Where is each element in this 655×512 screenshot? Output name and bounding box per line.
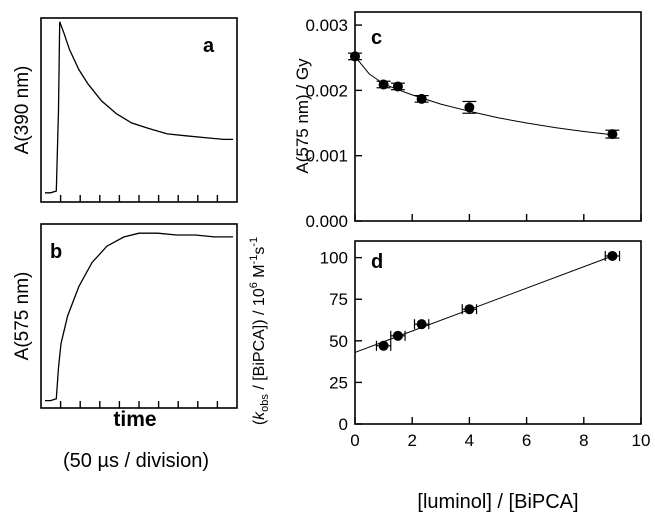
panel-d-point — [379, 341, 389, 351]
panel-b-ylabel: A(575 nm) — [12, 272, 33, 361]
panel-d-xtick-label: 4 — [465, 431, 474, 450]
panel-a-ylabel: A(390 nm) — [12, 66, 33, 155]
panel-c-point — [464, 102, 474, 112]
panel-b-letter: b — [50, 241, 62, 263]
panel-c-ytick-label: 0.003 — [305, 16, 348, 35]
panel-d-point — [393, 331, 403, 341]
panel-b-xnote: (50 µs / division) — [63, 450, 209, 472]
panel-d-xtick-label: 8 — [579, 431, 588, 450]
panel-a-trace: a A(390 nm) — [12, 18, 237, 202]
panel-b-trace: b A(575 nm) time (50 µs / division) — [12, 224, 237, 472]
panel-d-ytick-label: 100 — [320, 249, 348, 268]
panel-d-point — [417, 319, 427, 329]
panel-c-frame — [355, 12, 641, 221]
panel-d-ylabel: (kobs / [BiPCA]) / 106 M-1s-1 — [248, 237, 271, 425]
panel-d-ytick-label: 50 — [329, 332, 348, 351]
panel-c-point — [379, 79, 389, 89]
panel-d-xtick-label: 10 — [632, 431, 651, 450]
panel-c-ytick-label: 0.000 — [305, 212, 348, 231]
panel-d-point — [607, 251, 617, 261]
panel-d-xtick-label: 2 — [407, 431, 416, 450]
panel-c-point — [393, 81, 403, 91]
panel-b-curve — [45, 233, 233, 400]
panel-c-point — [607, 129, 617, 139]
panel-c-point — [350, 51, 360, 61]
panel-b-xlabel: time — [113, 408, 156, 431]
panel-d-xlabel: [luminol] / [BiPCA] — [417, 491, 578, 512]
panel-b-frame — [41, 224, 237, 408]
panel-c-letter: c — [371, 27, 382, 49]
panel-c-fit-curve — [355, 56, 612, 134]
panel-c-ylabel: A(575 nm) / Gy — [293, 58, 312, 174]
panel-d-xtick-label: 0 — [350, 431, 359, 450]
panel-d-ytick-label: 25 — [329, 373, 348, 392]
panel-d-letter: d — [371, 251, 383, 273]
panel-a-letter: a — [203, 35, 215, 57]
panel-d-ytick-label: 0 — [339, 415, 348, 434]
panel-d-xtick-label: 6 — [522, 431, 531, 450]
panel-d-point — [464, 304, 474, 314]
panel-d-ytick-label: 75 — [329, 290, 348, 309]
panel-c-point — [417, 94, 427, 104]
